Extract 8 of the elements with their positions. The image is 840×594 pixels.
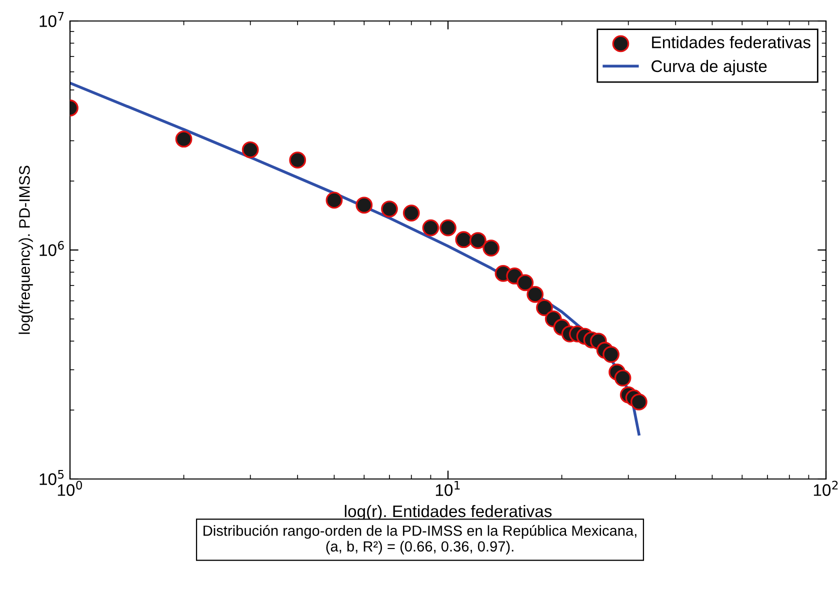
y-tick-label: 10$^{7}$: [40, 12, 64, 28]
x-tick-label: 10$^{1}$: [436, 480, 460, 496]
x-tick-label: 10$^{2}$: [814, 480, 838, 496]
text: Distribución rango-orden de la PD-IMSS en la República Mexicana, (a, b, R²) = (0.66, 0.36, 0.97).: [204, 525, 636, 554]
y-axis-title: log(frequency). PD-IMSS: [18, 166, 33, 334]
legend-label: Entidades federativas: [652, 36, 810, 48]
y-tick-label: 10$^{6}$: [40, 240, 64, 256]
legend-label: Curva de ajuste: [652, 60, 767, 76]
